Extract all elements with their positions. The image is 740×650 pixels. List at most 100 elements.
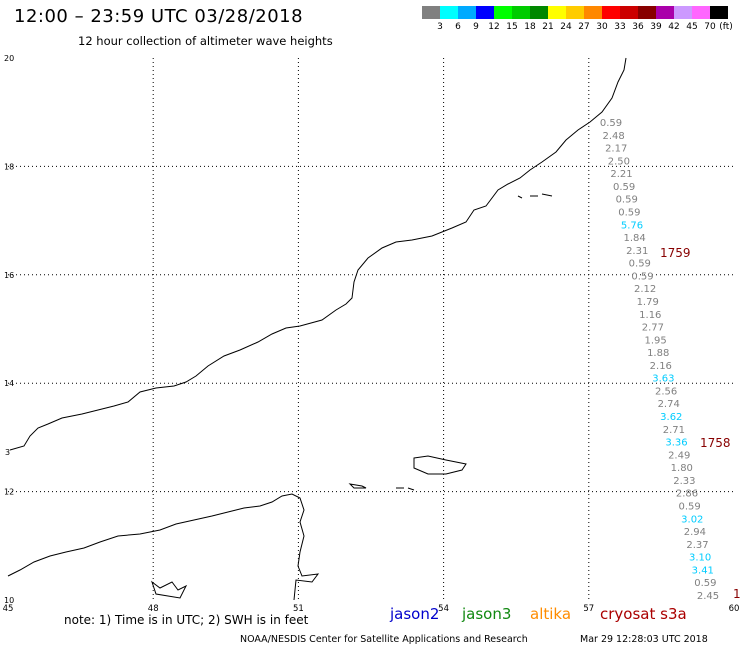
- y-tick-label: 18: [4, 162, 14, 171]
- legend-label: 24: [560, 22, 572, 32]
- coast-fragment-somalia: [151, 580, 188, 599]
- wave-height-label: 0.59: [631, 271, 653, 282]
- legend-swatch: [422, 6, 440, 19]
- map-subtitle: 12 hour collection of altimeter wave hei…: [78, 34, 333, 48]
- wave-height-label: 3.41: [692, 565, 714, 576]
- wave-height-label: 0.59: [600, 118, 622, 129]
- legend-swatch: [458, 6, 476, 19]
- legend-swatch: [602, 6, 620, 19]
- legend-label: 70: [704, 22, 716, 32]
- wave-height-label: 1.16: [639, 310, 661, 321]
- legend-swatch: [674, 6, 692, 19]
- legend-swatch: [710, 6, 728, 19]
- legend-swatch: [548, 6, 566, 19]
- legend-label: 45: [686, 22, 698, 32]
- legend-label: 30: [596, 22, 608, 32]
- legend-label: 42: [668, 22, 680, 32]
- legend-swatch: [530, 6, 548, 19]
- islets-kuria-muria: [517, 193, 553, 199]
- y-tick-label: 10: [4, 596, 14, 605]
- altimeter-track: 0.592.482.172.502.210.590.590.595.761.84…: [600, 118, 719, 602]
- x-tick-label: 45: [3, 604, 14, 614]
- wave-height-label: 0.59: [613, 182, 635, 193]
- wave-height-label: 2.50: [608, 156, 630, 167]
- legend-swatch: [494, 6, 512, 19]
- legend-label: 3: [437, 22, 443, 32]
- legend-labels: 3 6 9 12 15 18 21 24 27 30 33 36 39 42 45 70 (ft): [422, 22, 740, 34]
- legend-label: 15: [506, 22, 518, 32]
- legend-swatch: [584, 6, 602, 19]
- wave-height-label: 2.74: [658, 399, 680, 410]
- legend-label: 21: [542, 22, 554, 32]
- wave-height-label: 2.56: [655, 387, 677, 398]
- legend-swatch: [692, 6, 710, 19]
- x-tick-label: 51: [293, 604, 304, 614]
- legend-label: 39: [650, 22, 662, 32]
- wave-height-label: 0.59: [618, 208, 640, 219]
- wave-height-label: 0.59: [616, 195, 638, 206]
- legend-label: 27: [578, 22, 590, 32]
- wave-height-label: 1.95: [644, 335, 666, 346]
- sat-altika: altika: [530, 605, 572, 623]
- wave-height-label: 2.48: [602, 131, 624, 142]
- legend-label: 12: [488, 22, 500, 32]
- gridlines: [8, 58, 734, 600]
- wave-height-label: 3.36: [665, 438, 687, 449]
- wave-height-label: 3.10: [689, 553, 711, 564]
- wave-height-label: 2.45: [697, 591, 719, 602]
- pass-time-label: 1758: [700, 436, 731, 450]
- legend-label: 18: [524, 22, 536, 32]
- wave-height-label: 2.77: [642, 323, 664, 334]
- wave-height-label: 0.59: [694, 578, 716, 589]
- legend-swatch: [476, 6, 494, 19]
- x-tick-label: 54: [438, 604, 449, 614]
- sat-jason2: jason2: [390, 605, 440, 623]
- wave-height-label: 2.86: [676, 489, 698, 500]
- time-labels: 1759 1758 1: [660, 246, 740, 601]
- island-brothers: [396, 487, 415, 491]
- wave-height-label: 1.88: [647, 348, 669, 359]
- x-axis-ticks: 45 48 51 54 57 60: [3, 604, 740, 614]
- wave-height-label: 2.16: [650, 361, 672, 372]
- wave-height-label: 1.79: [637, 297, 659, 308]
- sat-jason3: jason3: [462, 605, 512, 623]
- x-tick-label: 57: [583, 604, 594, 614]
- wave-height-label: 2.17: [605, 144, 627, 155]
- wave-height-label: 2.94: [684, 527, 706, 538]
- generation-timestamp: Mar 29 12:28:03 UTC 2018: [580, 634, 708, 645]
- color-legend: [422, 6, 728, 19]
- island-abd-al-kuri: [348, 483, 367, 489]
- legend-label: 6: [455, 22, 461, 32]
- y-tick-label: 20: [4, 54, 14, 63]
- wave-height-label: 0.59: [629, 259, 651, 270]
- y-axis-ticks: 10 12 14 16 18 20 3: [4, 54, 14, 605]
- legend-label: 9: [473, 22, 479, 32]
- map-title: 12:00 – 23:59 UTC 03/28/2018: [14, 6, 304, 27]
- wave-height-label: 0.59: [678, 502, 700, 513]
- footer-note: note: 1) Time is in UTC; 2) SWH is in fe…: [64, 613, 309, 627]
- wave-height-label: 3.02: [681, 514, 703, 525]
- coastline-arabian-peninsula: [9, 57, 627, 451]
- wave-height-label: 5.76: [621, 220, 643, 231]
- wave-height-label: 2.21: [610, 169, 632, 180]
- legend-label: 36: [632, 22, 644, 32]
- legend-swatch: [656, 6, 674, 19]
- island-socotra: [413, 455, 467, 475]
- wave-height-label: 2.31: [626, 246, 648, 257]
- y-tick-label: 12: [4, 488, 14, 497]
- legend-swatch: [512, 6, 530, 19]
- wave-height-label: 2.12: [634, 284, 656, 295]
- y-tick-label: 14: [4, 379, 14, 388]
- wave-height-label: 3.63: [652, 374, 674, 385]
- wave-height-label: 3.62: [660, 412, 682, 423]
- pass-time-label: 1759: [660, 246, 691, 260]
- legend-swatch: [440, 6, 458, 19]
- x-tick-label: 60: [729, 604, 740, 614]
- pass-time-label: 1: [733, 587, 740, 601]
- legend-swatch: [566, 6, 584, 19]
- credit-line: NOAA/NESDIS Center for Satellite Applica…: [240, 634, 528, 645]
- wave-height-label: 1.80: [671, 463, 693, 474]
- wave-height-label: 2.37: [686, 540, 708, 551]
- wave-height-label: 1.84: [623, 233, 645, 244]
